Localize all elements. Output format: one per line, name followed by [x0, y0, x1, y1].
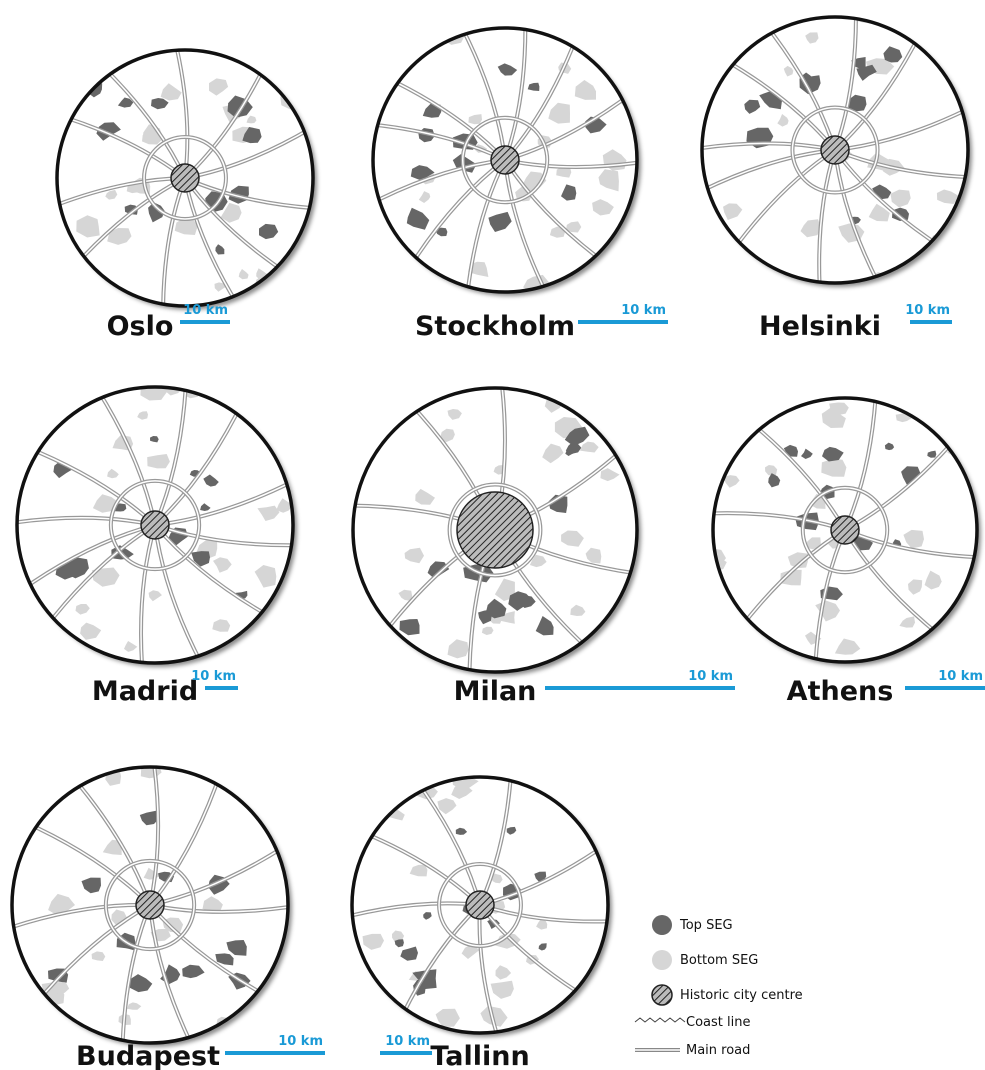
scale-label: 10 km — [621, 303, 666, 318]
historic-centre — [136, 891, 164, 919]
district — [706, 35, 715, 45]
district — [381, 34, 394, 45]
legend: Top SEG Bottom SEG Historic city centre Coa… — [635, 915, 803, 1058]
district — [407, 651, 421, 661]
district — [377, 83, 390, 96]
scale-label: 10 km — [905, 303, 950, 318]
district — [378, 392, 396, 406]
legend-label: Top SEG — [679, 918, 733, 933]
city-name: Oslo — [107, 311, 174, 342]
legend-label: Main road — [686, 1043, 750, 1058]
city-name: Athens — [787, 676, 894, 707]
city-map: Helsinki 10 km — [689, 5, 979, 342]
historic-centre — [466, 891, 494, 919]
district — [948, 245, 974, 262]
city-name: Budapest — [76, 1041, 220, 1070]
scale-label: 10 km — [385, 1034, 430, 1049]
district — [594, 794, 613, 807]
scale-label: 10 km — [938, 669, 983, 684]
legend-coast — [635, 1018, 685, 1022]
scale-label: 10 km — [688, 669, 733, 684]
city-map: Tallinn10 km — [340, 768, 620, 1070]
district — [21, 624, 46, 646]
city-map: Athens 10 km — [701, 388, 985, 707]
city-name: Milan — [454, 676, 537, 707]
city-name: Tallinn — [430, 1041, 529, 1070]
district — [237, 1010, 259, 1033]
city-map: Milan 10 km — [341, 374, 735, 707]
district — [280, 449, 300, 466]
district — [49, 279, 63, 292]
historic-centre — [171, 164, 199, 192]
legend-label: Historic city centre — [680, 988, 803, 1003]
district — [60, 81, 71, 88]
legend-top-seg — [652, 915, 672, 935]
city-map: Stockholm 10 km — [364, 16, 668, 342]
legend-label: Bottom SEG — [680, 953, 758, 968]
district — [280, 950, 293, 964]
scale-label: 10 km — [183, 303, 228, 318]
district — [717, 26, 733, 39]
historic-centre — [831, 516, 859, 544]
city-name: Helsinki — [759, 311, 881, 342]
legend-bottom-seg — [652, 950, 672, 970]
city-maps-figure: Oslo10 kmStockholm10 kmHelsinki10 kmMadr… — [0, 0, 985, 1070]
district — [345, 983, 364, 998]
historic-centre — [457, 492, 533, 568]
district — [12, 416, 32, 428]
city-map: Budapest 10 km — [0, 753, 325, 1070]
district — [913, 26, 929, 37]
legend-historic — [652, 985, 672, 1005]
legend-label: Coast line — [686, 1015, 750, 1030]
district — [917, 20, 943, 34]
district — [3, 838, 22, 850]
historic-centre — [491, 146, 519, 174]
historic-centre — [821, 136, 849, 164]
city-map: Oslo 10 km — [48, 38, 323, 342]
scale-label: 10 km — [278, 1034, 323, 1049]
city-name: Stockholm — [415, 311, 575, 342]
historic-centre — [141, 511, 169, 539]
city-name: Madrid — [92, 676, 198, 707]
scale-label: 10 km — [191, 669, 236, 684]
district — [708, 438, 724, 454]
